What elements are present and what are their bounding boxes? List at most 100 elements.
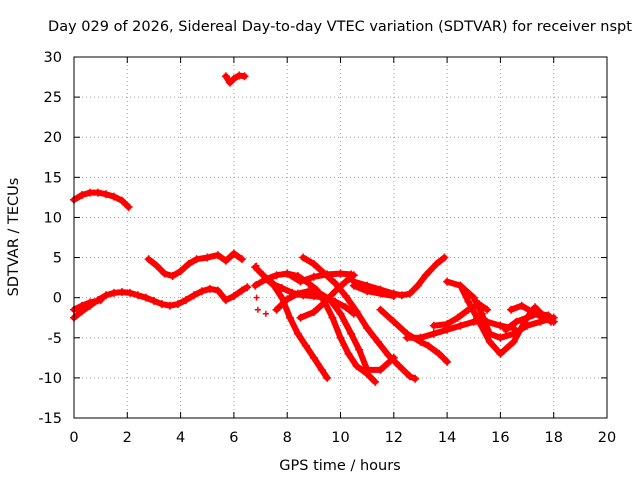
y-tick-label: 15: [44, 170, 62, 186]
data-point: [254, 306, 261, 313]
data-point: [539, 313, 548, 322]
series-trace-14: [349, 281, 398, 301]
y-tick-label: -5: [48, 331, 62, 347]
data-points: [70, 71, 558, 386]
data-point: [93, 188, 102, 197]
data-point: [373, 337, 382, 346]
series-trace-13: [349, 253, 449, 300]
data-point: [253, 294, 260, 301]
data-point: [443, 357, 452, 366]
data-point: [496, 321, 505, 330]
data-point: [483, 305, 492, 314]
data-point: [251, 281, 260, 290]
data-point: [229, 292, 238, 301]
data-point: [496, 333, 505, 342]
series-trace-18: [443, 277, 558, 342]
data-point: [349, 281, 358, 290]
data-point: [261, 275, 270, 284]
data-point: [262, 310, 269, 317]
series-trace-1: [70, 188, 133, 212]
data-point: [213, 251, 222, 260]
data-point: [283, 295, 292, 304]
series-line: [300, 254, 419, 382]
data-point: [189, 291, 198, 300]
data-point: [464, 297, 473, 306]
chart-title: Day 029 of 2026, Sidereal Day-to-day VTE…: [48, 19, 632, 35]
data-point: [403, 333, 412, 342]
data-point: [184, 259, 193, 268]
data-point: [397, 291, 406, 300]
series-line: [444, 278, 557, 341]
data-point: [157, 300, 166, 309]
data-point: [203, 253, 212, 262]
data-point: [225, 78, 234, 87]
y-tick-label: 10: [44, 210, 62, 226]
data-point: [416, 333, 425, 342]
x-tick-label: 6: [229, 430, 238, 446]
data-point: [168, 272, 177, 281]
data-point: [411, 374, 420, 383]
x-tick-label: 10: [331, 430, 349, 446]
data-point: [549, 317, 558, 326]
series-trace-5: [144, 249, 246, 281]
data-point: [85, 188, 94, 197]
grid: [74, 57, 607, 418]
data-point: [85, 298, 94, 307]
data-point: [355, 345, 364, 354]
data-point: [133, 291, 142, 300]
data-point: [173, 300, 182, 309]
data-point: [435, 349, 444, 358]
y-tick-label: 0: [53, 291, 62, 307]
data-point: [371, 377, 380, 386]
x-tick-label: 0: [69, 430, 78, 446]
x-tick-label: 8: [283, 430, 292, 446]
x-axis-label: GPS time / hours: [279, 458, 400, 474]
data-point: [507, 305, 516, 314]
data-point: [389, 292, 398, 301]
data-point: [253, 281, 260, 288]
data-point: [293, 289, 302, 298]
series-line: [145, 250, 245, 279]
data-point: [253, 262, 260, 269]
series-line: [350, 282, 397, 300]
data-point: [315, 288, 324, 297]
data-point: [424, 341, 433, 350]
data-point: [363, 365, 372, 374]
series-line: [350, 254, 448, 299]
x-tick-label: 18: [544, 430, 562, 446]
data-point: [309, 308, 318, 317]
series-trace-12: [283, 269, 356, 286]
data-point: [141, 293, 150, 302]
data-point: [152, 261, 161, 270]
data-point: [395, 361, 404, 370]
series-line: [297, 272, 357, 321]
data-point: [144, 255, 153, 264]
data-point: [389, 353, 398, 362]
data-point: [389, 317, 398, 326]
series-trace-15: [376, 305, 452, 366]
data-point: [512, 317, 521, 326]
data-point: [293, 329, 302, 338]
data-point: [528, 308, 537, 317]
data-point: [347, 270, 356, 279]
data-point: [331, 279, 340, 288]
data-point: [517, 301, 526, 310]
x-tick-label: 16: [491, 430, 509, 446]
data-point: [443, 277, 452, 286]
data-point: [443, 320, 452, 329]
data-point: [109, 192, 118, 201]
data-point: [296, 313, 305, 322]
data-point: [344, 349, 353, 358]
data-point: [309, 272, 318, 281]
data-point: [475, 317, 484, 326]
data-point: [283, 269, 292, 278]
data-point: [213, 286, 222, 295]
data-point: [160, 269, 169, 278]
data-point: [205, 284, 214, 293]
data-point: [429, 329, 438, 338]
data-point: [320, 298, 329, 307]
data-point: [376, 289, 385, 298]
data-point: [352, 307, 361, 316]
data-point: [341, 303, 350, 312]
data-point: [192, 255, 201, 264]
